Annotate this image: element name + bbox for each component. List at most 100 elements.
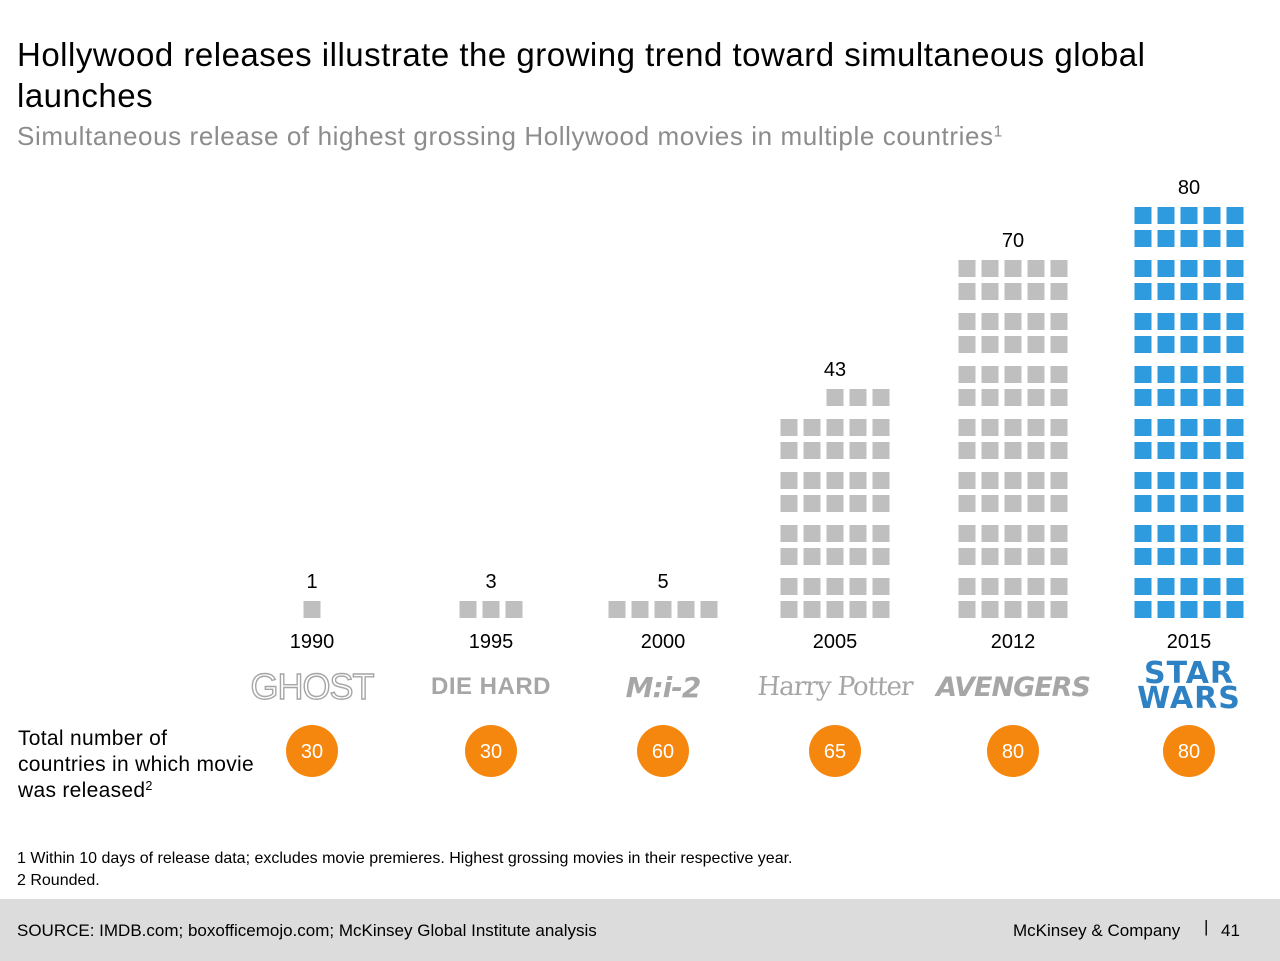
pictogram-square <box>872 419 890 436</box>
pictogram-square <box>1134 601 1152 618</box>
pictogram-square <box>1027 472 1045 489</box>
pictogram-square <box>1226 601 1244 618</box>
countries-badge <box>1163 725 1215 777</box>
subtitle-text: Simultaneous release of highest grossing… <box>17 121 994 151</box>
pictogram-square <box>1027 260 1045 277</box>
pictogram-square <box>958 442 976 459</box>
pictogram-square <box>780 419 798 436</box>
pictogram-square <box>1050 283 1068 300</box>
pictogram-square <box>1157 313 1175 330</box>
pictogram-square <box>1050 366 1068 383</box>
pictogram-square <box>1180 389 1198 406</box>
pictogram-square <box>849 442 867 459</box>
pictogram-square <box>1180 313 1198 330</box>
pictogram-square <box>1027 578 1045 595</box>
source-note: SOURCE: IMDB.com; boxofficemojo.com; McK… <box>17 921 597 940</box>
pictogram-square <box>872 601 890 618</box>
pictogram-square <box>1004 578 1022 595</box>
pictogram-square <box>1004 313 1022 330</box>
pictogram-square <box>958 260 976 277</box>
pictogram-square <box>1004 260 1022 277</box>
pictogram-square <box>981 442 999 459</box>
pictogram-square <box>1203 389 1221 406</box>
pictogram-square <box>1027 336 1045 353</box>
pictogram-square <box>1157 336 1175 353</box>
pictogram-square <box>780 525 798 542</box>
pictogram-square <box>1050 313 1068 330</box>
pictogram-square <box>1027 442 1045 459</box>
mission-impossible-2-logo: M:i-2 <box>625 670 702 704</box>
pictogram-square <box>981 366 999 383</box>
pictogram-square <box>1027 313 1045 330</box>
pictogram-square <box>1203 207 1221 224</box>
pictogram-square <box>1203 601 1221 618</box>
pictogram-square <box>1203 260 1221 277</box>
pictogram-square <box>1157 495 1175 512</box>
pictogram-square <box>958 336 976 353</box>
pictogram-square <box>1180 366 1198 383</box>
pictogram-square <box>1134 230 1152 247</box>
pictogram-square <box>780 548 798 565</box>
pictogram-square <box>849 389 867 406</box>
pictogram-square <box>1180 578 1198 595</box>
pictogram-square <box>631 601 649 618</box>
pictogram-square <box>780 495 798 512</box>
pictogram-square <box>1050 442 1068 459</box>
pictogram-square <box>1004 389 1022 406</box>
pictogram-square <box>872 472 890 489</box>
pictogram-square <box>1203 442 1221 459</box>
pictogram-square <box>1226 313 1244 330</box>
pictogram-square <box>1050 472 1068 489</box>
pictogram-square <box>1157 230 1175 247</box>
countries-value: 65 <box>824 741 846 763</box>
pictogram-square <box>981 578 999 595</box>
pictogram-square <box>826 548 844 565</box>
pictogram-square <box>849 578 867 595</box>
pictogram-square <box>826 525 844 542</box>
pictogram-square <box>1226 389 1244 406</box>
pictogram-square <box>1157 525 1175 542</box>
pictogram-square <box>958 525 976 542</box>
pictogram-square <box>826 495 844 512</box>
countries-row-label: Total number of countries in which movie… <box>18 726 258 804</box>
data-label: 43 <box>824 359 846 381</box>
pictogram-square <box>1157 472 1175 489</box>
pictogram-square <box>1050 336 1068 353</box>
pictogram-square <box>958 472 976 489</box>
pictogram-square <box>1226 578 1244 595</box>
pictogram-square <box>1134 578 1152 595</box>
pictogram-square <box>1157 389 1175 406</box>
pictogram-square <box>1027 283 1045 300</box>
pictogram-square <box>1226 525 1244 542</box>
pictogram-square <box>677 601 695 618</box>
pictogram-square <box>958 389 976 406</box>
pictogram-square <box>1134 525 1152 542</box>
pictogram-square <box>958 419 976 436</box>
pictogram-square <box>1050 495 1068 512</box>
pictogram-square <box>1180 207 1198 224</box>
pictogram-square <box>849 472 867 489</box>
countries-badge <box>809 725 861 777</box>
pictogram-square <box>1134 472 1152 489</box>
page-number: 41 <box>1221 921 1240 940</box>
pictogram-square <box>958 601 976 618</box>
pictogram-square <box>849 419 867 436</box>
countries-value: 30 <box>480 741 502 763</box>
pictogram-square <box>1134 495 1152 512</box>
pictogram-square <box>872 578 890 595</box>
pictogram-square <box>1027 548 1045 565</box>
pictogram-square <box>1157 442 1175 459</box>
pictogram-square <box>803 419 821 436</box>
pictogram-square <box>981 472 999 489</box>
pictogram-square <box>1226 336 1244 353</box>
year-label: 2015 <box>1167 631 1212 653</box>
pictogram-square <box>958 495 976 512</box>
pictogram-square <box>780 472 798 489</box>
die-hard-logo: DIE HARD <box>430 673 552 700</box>
pictogram-square <box>303 601 321 618</box>
pictogram-square <box>1180 495 1198 512</box>
pictogram-square <box>1004 419 1022 436</box>
pictogram-square <box>1157 283 1175 300</box>
pictogram-square <box>872 525 890 542</box>
pictogram-square <box>1203 472 1221 489</box>
